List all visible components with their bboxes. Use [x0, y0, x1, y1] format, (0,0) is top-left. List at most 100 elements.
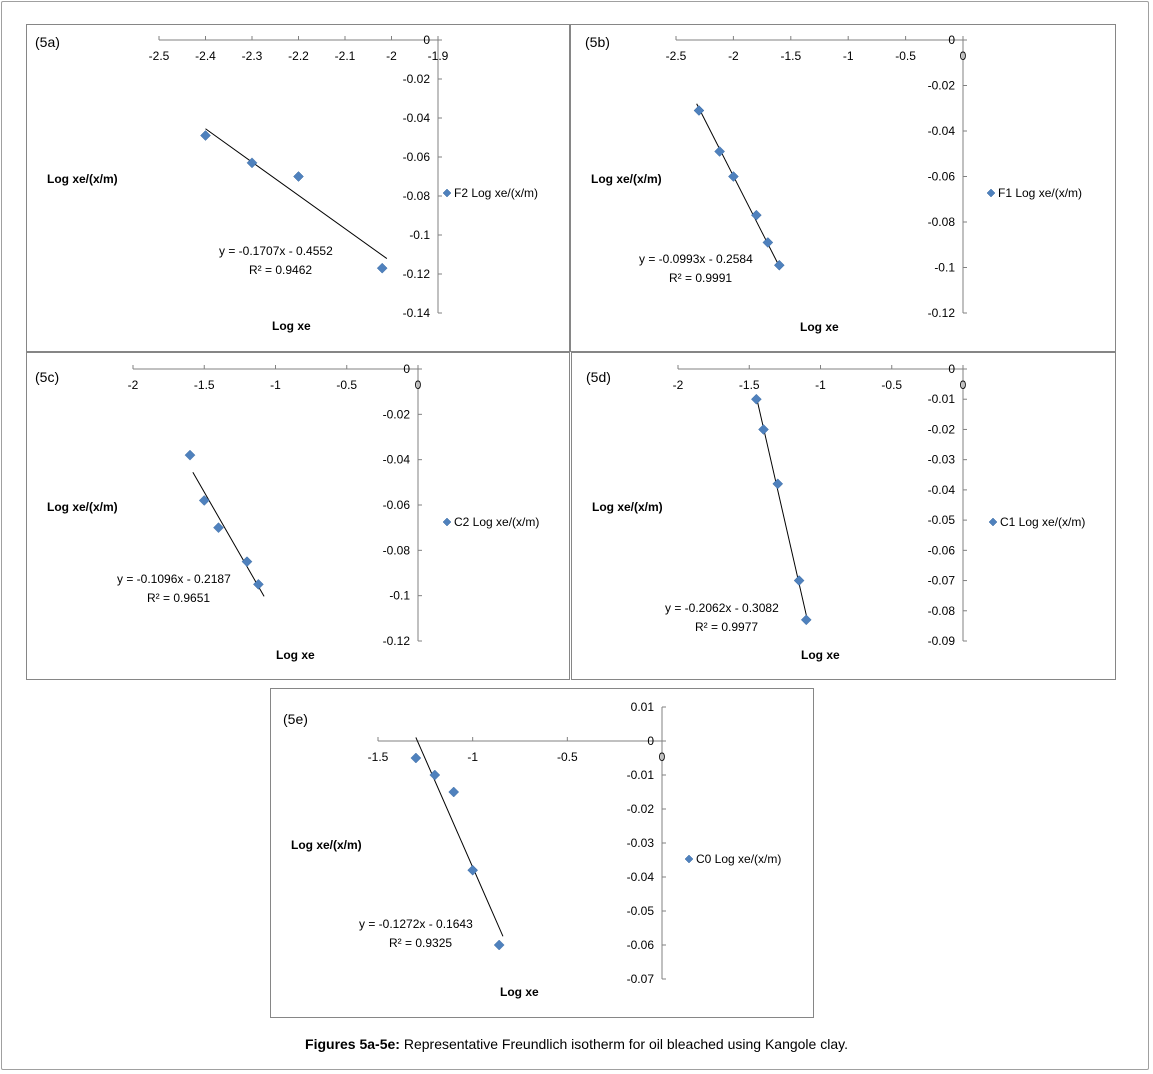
y-axis-title: Log xe/(x/m) [291, 838, 362, 852]
trendline-equation: y = -0.0993x - 0.2584 [639, 252, 753, 266]
legend-label: F1 Log xe/(x/m) [998, 186, 1082, 200]
chart-svg: (5d) -2 -1.5 -1 -0.5 00 -0.01 -0.02 -0.03 -0.04 -0… [586, 362, 1085, 662]
x-axis-title: Log xe [801, 648, 840, 662]
x-tick-label: -2.4 [195, 49, 216, 63]
x-tick-label: -2.3 [242, 49, 263, 63]
trendline-r2: R² = 0.9977 [695, 620, 758, 634]
y-tick-label: -0.04 [928, 483, 956, 497]
data-point [184, 449, 196, 461]
data-point [762, 237, 774, 248]
data-point [253, 578, 264, 590]
data-point [758, 424, 769, 435]
legend-label: C1 Log xe/(x/m) [1000, 515, 1085, 529]
chart-svg: (5e) -1.5 -1 -0.5 0 0.01 0 -0.01 -0.02 -0.03 -0.04… [283, 700, 781, 999]
data-point [200, 130, 211, 141]
x-tick-label: -2 [728, 49, 739, 63]
chart-panel-5c: (5c) -2 -1.5 -1 -0.5 0 0 -0.02 -0.04 -0.06 -0.08 -0… [26, 352, 570, 680]
figure-caption: Figures 5a-5e: Representative Freundlich… [0, 1036, 1153, 1052]
y-tick-label: -0.06 [403, 150, 431, 164]
x-tick-label: -1 [815, 378, 826, 392]
data-point [773, 259, 785, 271]
y-axis-title: Log xe/(x/m) [592, 500, 663, 514]
data-point [793, 575, 805, 586]
chart-panel-5b: (5b) -2.5 -2 -1.5 -1 -0.5 0 0 -0.02 -0.04 -0.06 -0.… [570, 24, 1116, 352]
data-point [241, 556, 253, 568]
trendline [696, 103, 780, 267]
x-tick-label: -2 [673, 378, 684, 392]
y-tick-label: 0 [423, 33, 430, 47]
data-point [410, 752, 422, 764]
trendline-equation: y = -0.2062x - 0.3082 [665, 601, 779, 615]
x-tick-label: -0.5 [557, 750, 578, 764]
panel-label: (5b) [585, 34, 610, 50]
y-tick-label: 0 [647, 734, 654, 748]
y-tick-label: -0.08 [403, 189, 431, 203]
y-tick-label: -0.07 [928, 574, 956, 588]
x-tick-label: -1 [843, 49, 854, 63]
trendline-r2: R² = 0.9651 [147, 591, 210, 605]
y-tick-label: -0.1 [409, 228, 430, 242]
x-tick-label: -1 [467, 750, 478, 764]
trendline [192, 471, 265, 597]
y-axis-title: Log xe/(x/m) [47, 172, 118, 186]
x-axis-title: Log xe [272, 319, 311, 333]
x-tick-label: -1 [270, 378, 281, 392]
trendline-equation: y = -0.1707x - 0.4552 [219, 244, 333, 258]
data-point [693, 105, 705, 116]
chart-panel-5d: (5d) -2 -1.5 -1 -0.5 0 0 -0.01 -0.02 -0.03 -0.04 -0… [571, 352, 1116, 680]
y-tick-label: 0.01 [631, 700, 655, 714]
data-point [213, 522, 224, 534]
y-tick-label: -0.07 [627, 972, 655, 986]
x-axis-title: Log xe [500, 985, 539, 999]
y-tick-label: -0.06 [627, 938, 655, 952]
y-tick-label: -0.08 [383, 543, 411, 557]
x-tick-label: -1.5 [739, 378, 760, 392]
y-tick-label: -0.08 [928, 215, 956, 229]
panel-label: (5e) [283, 711, 308, 727]
y-axis-title: Log xe/(x/m) [591, 172, 662, 186]
y-tick-label: -0.12 [403, 267, 431, 281]
trendline-r2: R² = 0.9991 [669, 271, 732, 285]
x-axis-title: Log xe [276, 648, 315, 662]
y-tick-label: -0.01 [627, 768, 655, 782]
data-point [751, 393, 762, 405]
legend-label: C0 Log xe/(x/m) [696, 852, 781, 866]
data-point [751, 209, 762, 221]
y-tick-label: -0.04 [403, 111, 431, 125]
x-tick-label: -0.5 [895, 49, 916, 63]
chart-panel-5a: (5a) -2.5 -2.4 -2.3 -2.2 -2.1 -2 -1.9 0 -0.02 -0.0… [26, 24, 570, 352]
data-point [246, 157, 258, 169]
x-tick-label: -2.2 [288, 49, 309, 63]
trendline-r2: R² = 0.9325 [389, 936, 452, 950]
y-tick-label: -0.03 [627, 836, 655, 850]
y-tick-label: -0.04 [627, 870, 655, 884]
y-tick-label: -0.05 [627, 904, 655, 918]
data-point [800, 614, 812, 626]
data-point [293, 171, 304, 182]
x-tick-label: -0.5 [881, 378, 902, 392]
y-tick-label: -0.05 [928, 513, 956, 527]
x-tick-label: 0 [415, 378, 422, 392]
legend-marker [986, 188, 996, 198]
data-point [376, 262, 388, 274]
y-tick-label: -0.06 [928, 543, 956, 557]
y-tick-label: -0.02 [383, 407, 411, 421]
x-tick-label: -2.5 [149, 49, 170, 63]
y-tick-label: -0.12 [928, 306, 956, 320]
x-tick-label: 0 [659, 750, 666, 764]
y-tick-label: -0.09 [928, 634, 956, 648]
y-tick-label: -0.04 [928, 124, 956, 138]
trendline-equation: y = -0.1096x - 0.2187 [117, 572, 231, 586]
data-point [429, 769, 441, 781]
y-tick-label: -0.06 [383, 498, 411, 512]
data-point [493, 939, 505, 951]
legend-marker [988, 517, 998, 527]
data-point [467, 864, 479, 876]
x-tick-label: -2 [128, 378, 139, 392]
x-tick-label: 0 [960, 49, 967, 63]
data-point [772, 478, 784, 490]
x-tick-label: -1.5 [194, 378, 215, 392]
trendline-equation: y = -0.1272x - 0.1643 [359, 917, 473, 931]
y-tick-label: -0.02 [403, 72, 431, 86]
x-axis-title: Log xe [800, 320, 839, 334]
